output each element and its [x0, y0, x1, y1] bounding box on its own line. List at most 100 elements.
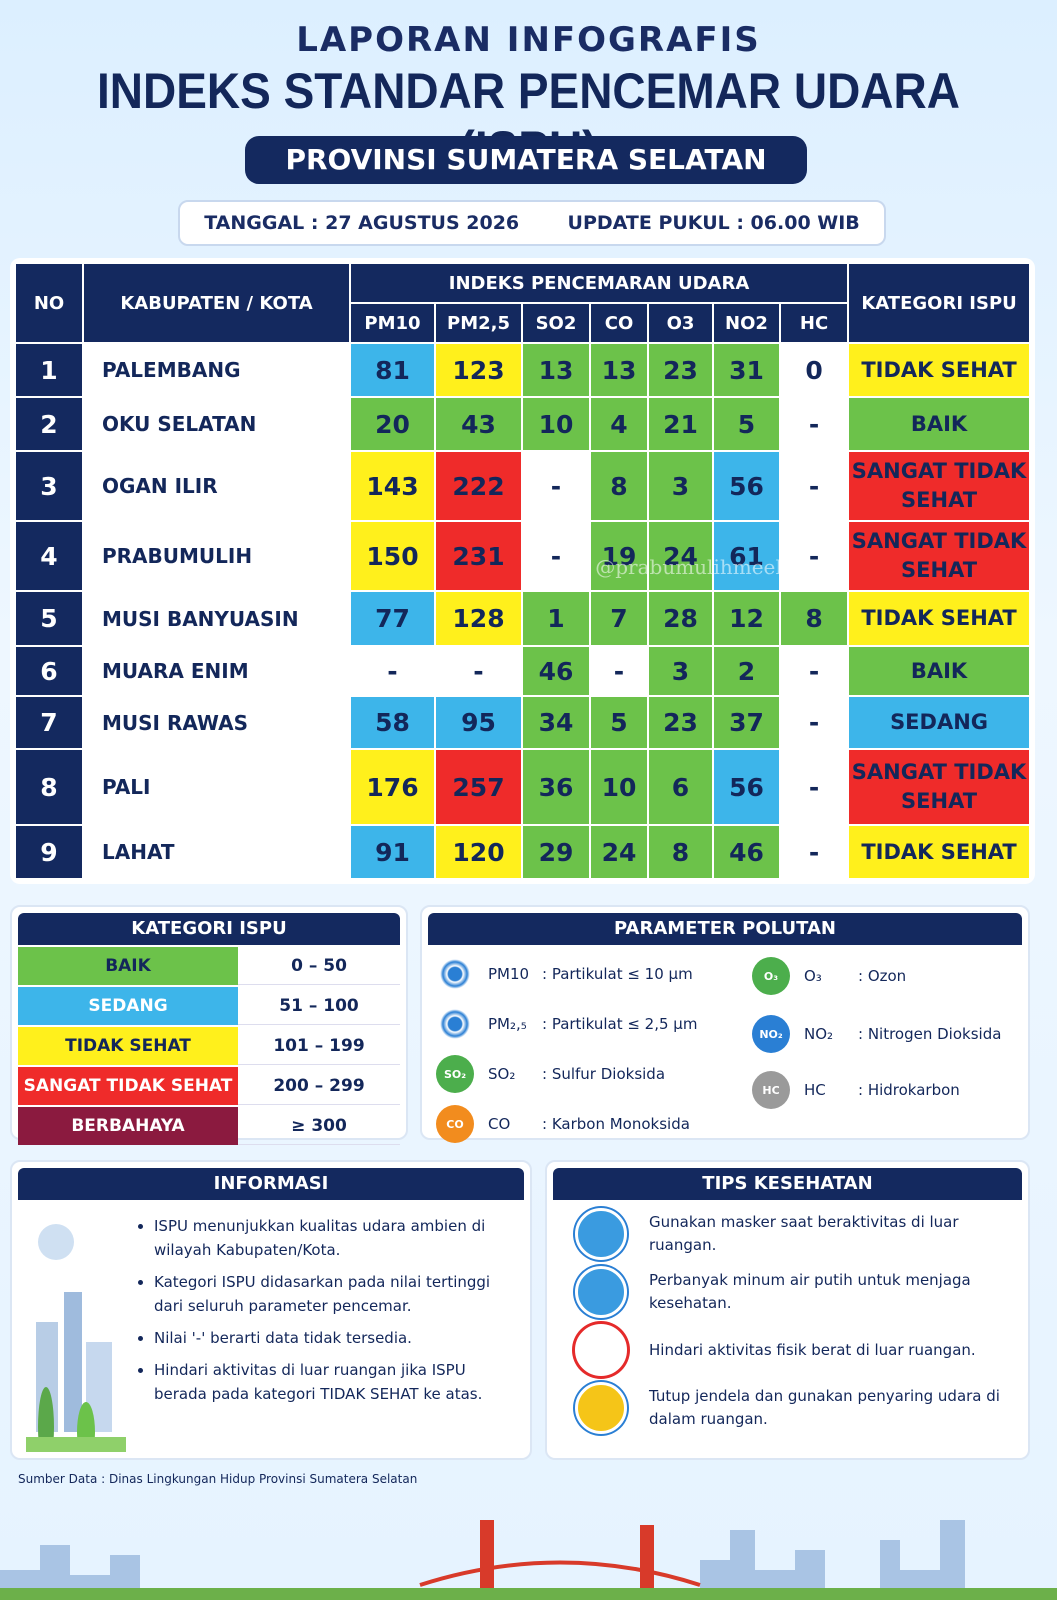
header-param: HC [781, 304, 848, 342]
value: - [781, 647, 848, 695]
pollutant-icon [436, 1005, 474, 1043]
value: 21 [649, 398, 712, 450]
value: 36 [523, 750, 589, 824]
value: 95 [436, 697, 521, 748]
value: - [781, 452, 848, 520]
category-range: 101 – 199 [238, 1027, 400, 1065]
value: 31 [714, 344, 779, 396]
category: BAIK [849, 398, 1029, 450]
pollutant-icon: CO [436, 1105, 474, 1143]
pollutant-desc: : Sulfur Dioksida [542, 1065, 666, 1083]
category: TIDAK SEHAT [849, 826, 1029, 878]
value: - [436, 647, 521, 695]
info-item: Nilai '-' berarti data tidak tersedia. [154, 1326, 514, 1350]
date-bar: TANGGAL : 27 AGUSTUS 2026 UPDATE PUKUL :… [178, 200, 886, 246]
tip-icon [575, 1382, 627, 1434]
header-region: KABUPATEN / KOTA [84, 264, 349, 342]
tip-text: Perbanyak minum air putih untuk menjaga … [649, 1271, 971, 1312]
region: MUSI RAWAS [84, 697, 349, 748]
value: 2 [714, 647, 779, 695]
tip-text: Gunakan masker saat beraktivitas di luar… [649, 1213, 959, 1254]
tip-text: Tutup jendela dan gunakan penyaring udar… [649, 1387, 1000, 1428]
region: LAHAT [84, 826, 349, 878]
pollutant-desc: : Karbon Monoksida [542, 1115, 690, 1133]
header-param: NO2 [714, 304, 779, 342]
value: 3 [649, 452, 712, 520]
value: 10 [591, 750, 647, 824]
category: SANGAT TIDAK SEHAT [849, 522, 1029, 590]
pollutant: HC HC: Hidrokarbon [752, 1071, 960, 1109]
info-item: Hindari aktivitas di luar ruangan jika I… [154, 1358, 514, 1406]
ispu-table: NO KABUPATEN / KOTA INDEKS PENCEMARAN UDAR… [10, 258, 1035, 884]
header-category: KATEGORI ISPU [849, 264, 1029, 342]
value: 24 [649, 522, 712, 590]
tip-icon [575, 1324, 627, 1376]
pollutant: PM₂,₅: Partikulat ≤ 2,5 μm [436, 1005, 697, 1043]
pollutant-desc: : Nitrogen Dioksida [858, 1025, 1002, 1043]
info-panel: INFORMASI ISPU menunjukkan kualitas udar… [10, 1160, 532, 1460]
row: 3 OGAN ILIR 143 222-8 3 56- SANGAT TIDAK SEHAT [16, 452, 1029, 520]
value: 8 [591, 452, 647, 520]
source: Sumber Data : Dinas Lingkungan Hidup Pro… [18, 1472, 418, 1486]
tip: Hindari aktivitas fisik berat di luar ru… [575, 1324, 1008, 1376]
category-panel: KATEGORI ISPU BAIK 0 – 50 SEDANG 51 – 100 TID… [10, 905, 408, 1145]
value: 81 [351, 344, 434, 396]
row-no: 9 [16, 826, 82, 878]
value: 20 [351, 398, 434, 450]
pollutant-desc: : Partikulat ≤ 2,5 μm [542, 1015, 698, 1033]
tips-panel: TIPS KESEHATAN Gunakan masker saat berakt… [545, 1160, 1030, 1460]
value: 28 [649, 592, 712, 645]
category-range: 51 – 100 [238, 987, 400, 1025]
value: 56 [714, 452, 779, 520]
value: 29 [523, 826, 589, 878]
pollutant: PM10 : Partikulat ≤ 10 μm [436, 955, 693, 993]
value: 56 [714, 750, 779, 824]
row: 6 MUARA ENIM - -46-3 2- BAIK [16, 647, 1029, 695]
region: MUSI BANYUASIN [84, 592, 349, 645]
header-group: INDEKS PENCEMARAN UDARA [351, 264, 848, 302]
category-range: 0 – 50 [238, 947, 400, 985]
row: 5 MUSI BANYUASIN 77 128 1 7 28 12 8 TIDAK SEHAT [16, 592, 1029, 645]
region: MUARA ENIM [84, 647, 349, 695]
value: 91 [351, 826, 434, 878]
category: BAIK [849, 647, 1029, 695]
pollutant-icon: SO₂ [436, 1055, 474, 1093]
category-label: SANGAT TIDAK SEHAT [18, 1067, 238, 1105]
pollutant-desc: : Ozon [858, 967, 907, 985]
category-row: SANGAT TIDAK SEHAT 200 – 299 [18, 1067, 400, 1105]
pollutant: NO₂ NO₂: Nitrogen Dioksida [752, 1015, 1001, 1053]
value: 23 [649, 344, 712, 396]
header-param: O3 [649, 304, 712, 342]
watermark: IG @prabumulihmeehits [565, 555, 813, 579]
skyline [0, 1520, 1057, 1600]
info-item: ISPU menunjukkan kualitas udara ambien d… [154, 1214, 514, 1262]
tip-icon [575, 1266, 627, 1318]
pollutant-name: PM10 [488, 965, 530, 983]
region: PRABUMULIH [84, 522, 349, 590]
category: SEDANG [849, 697, 1029, 748]
value: 37 [714, 697, 779, 748]
value: 19 [591, 522, 647, 590]
header-param: CO [591, 304, 647, 342]
category-label: BERBAHAYA [18, 1107, 238, 1145]
value: 7 [591, 592, 647, 645]
value: 6 [649, 750, 712, 824]
panel-title: INFORMASI [18, 1168, 524, 1200]
table: NO KABUPATEN / KOTA INDEKS PENCEMARAN UDAR… [14, 262, 1031, 880]
info-item: Kategori ISPU didasarkan pada nilai tert… [154, 1270, 514, 1318]
value: 58 [351, 697, 434, 748]
category-range: 200 – 299 [238, 1067, 400, 1105]
value: 34 [523, 697, 589, 748]
row: 1 PALEMBANG 81 123 13 13 23 31 0 TIDAK SEHAT [16, 344, 1029, 396]
region: OGAN ILIR [84, 452, 349, 520]
value: 128 [436, 592, 521, 645]
pollutant-desc: : Partikulat ≤ 10 μm [542, 965, 693, 983]
value: 120 [436, 826, 521, 878]
category: TIDAK SEHAT [849, 592, 1029, 645]
value: 222 [436, 452, 521, 520]
panel-title: PARAMETER POLUTAN [428, 913, 1022, 945]
row-no: 4 [16, 522, 82, 590]
panel-title: KATEGORI ISPU [18, 913, 400, 945]
category-row: BERBAHAYA ≥ 300 [18, 1107, 400, 1145]
